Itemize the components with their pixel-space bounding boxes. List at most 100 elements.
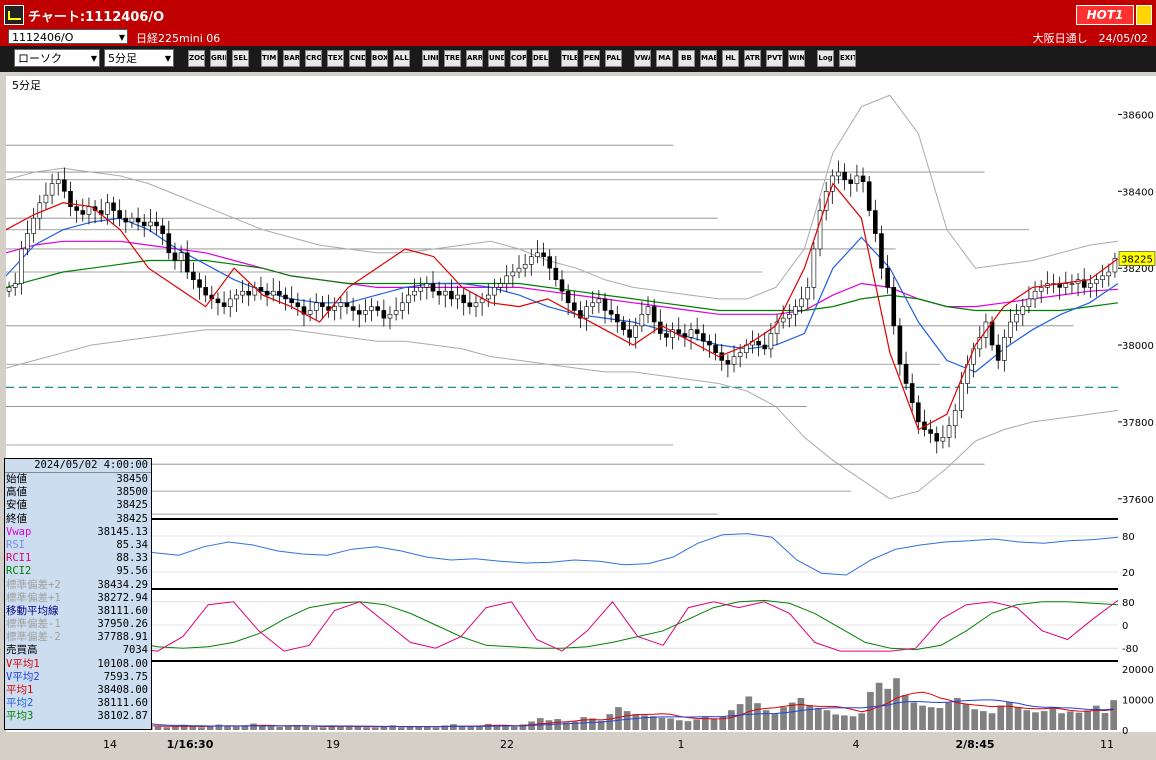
- chart-area[interactable]: 5分足 37600 37800 38000 38200 38400 38600 38225 80…: [0, 72, 1156, 760]
- candle-body: [203, 287, 208, 296]
- tool-button-ma[interactable]: MA: [656, 50, 673, 67]
- tool-button-line[interactable]: LINE: [422, 50, 439, 67]
- tool-button-pvt[interactable]: PVT: [766, 50, 783, 67]
- volume-bar: [1006, 701, 1013, 730]
- symbol-select[interactable]: 1112406/O: [8, 29, 128, 45]
- candle-body: [854, 175, 860, 184]
- candle-body: [117, 210, 122, 219]
- candle-body: [891, 287, 897, 327]
- tool-button-exit[interactable]: EXIT: [839, 50, 856, 67]
- volume-bar: [502, 726, 509, 730]
- candle-body: [946, 425, 952, 438]
- candle-body: [258, 287, 264, 292]
- info-value: 10108.00: [97, 657, 148, 670]
- candle-body: [1063, 283, 1069, 288]
- info-row: 標準偏差-2 37788.91: [5, 631, 151, 644]
- tool-button-copy[interactable]: COPY: [510, 50, 527, 67]
- symbol-bar: 1112406/O 日経225mini 06 大阪日通し 24/05/02: [0, 28, 1156, 46]
- period-select[interactable]: 5分足: [104, 49, 174, 68]
- chart-type-select[interactable]: ローソク: [14, 49, 100, 68]
- info-label: V平均1: [6, 657, 40, 670]
- candle-body: [62, 179, 67, 192]
- tool-button-atr[interactable]: ATR: [744, 50, 761, 67]
- candle-body: [1106, 271, 1112, 277]
- tool-button-box[interactable]: BOX: [371, 50, 388, 67]
- candle-body: [166, 233, 172, 254]
- tool-button-bb[interactable]: BB: [678, 50, 695, 67]
- tool-button-win[interactable]: WIN: [788, 50, 805, 67]
- tool-button-undo[interactable]: UNDO: [488, 50, 505, 67]
- volume-bar: [1058, 713, 1065, 730]
- tool-button-sel[interactable]: SEL: [232, 50, 249, 67]
- tool-button-del[interactable]: DEL: [532, 50, 549, 67]
- tool-button-pal[interactable]: PAL: [605, 50, 622, 67]
- tool-button-text[interactable]: TEXT: [327, 50, 344, 67]
- candle-body: [940, 436, 946, 442]
- volume-bar: [154, 726, 162, 730]
- candle-body: [1094, 279, 1099, 284]
- tool-button-mae[interactable]: MAE: [700, 50, 717, 67]
- volume-bar: [1040, 711, 1048, 730]
- tool-button-arrow[interactable]: ARROW: [466, 50, 483, 67]
- info-value: 38450: [116, 473, 148, 485]
- tool-button-cross[interactable]: CROSS: [305, 50, 322, 67]
- tool-button-bar[interactable]: BAR: [283, 50, 300, 67]
- candle-body: [129, 217, 135, 223]
- volume-bar: [962, 704, 970, 730]
- info-label: 平均2: [6, 697, 34, 710]
- tool-button-time[interactable]: TIME: [261, 50, 278, 67]
- close-button[interactable]: [1136, 5, 1152, 25]
- info-value: 38111.60: [97, 604, 148, 617]
- period-label: 5分足: [12, 79, 41, 92]
- candle-body: [473, 302, 479, 307]
- info-label: 標準偏差-2: [6, 631, 61, 644]
- tool-button-cndl[interactable]: CNDL: [349, 50, 366, 67]
- info-label: 標準偏差+1: [6, 591, 61, 604]
- volume-bar: [832, 714, 839, 730]
- candle-body: [879, 233, 884, 269]
- volume-bar: [927, 707, 935, 730]
- info-row: 売買高 7034: [5, 644, 151, 657]
- candle-body: [866, 181, 872, 211]
- info-value: 7034: [122, 644, 148, 657]
- tool-button-log[interactable]: Log: [817, 50, 834, 67]
- rci1-line: [5, 599, 1119, 652]
- candle-body: [461, 294, 467, 304]
- volume-bar: [467, 726, 475, 730]
- rci2-line: [5, 599, 1119, 651]
- candle-body: [541, 252, 546, 257]
- tool-button-all[interactable]: ALL: [393, 50, 410, 67]
- tool-button-pen[interactable]: PEN: [583, 50, 600, 67]
- volume-bar: [788, 702, 796, 730]
- candle-body: [387, 313, 393, 319]
- info-row: 高値 38500: [5, 486, 151, 499]
- tool-button-hl[interactable]: HL: [722, 50, 739, 67]
- volume-bar: [814, 708, 822, 730]
- candle-body: [80, 210, 86, 215]
- tool-button-grid[interactable]: GRID: [210, 50, 227, 67]
- instrument-name: 日経225mini 06: [136, 32, 221, 45]
- candle-body: [688, 329, 694, 338]
- candle-body: [485, 294, 491, 300]
- info-row: 平均2 38111.60: [5, 697, 151, 710]
- tool-button-trend[interactable]: TREND: [444, 50, 461, 67]
- candle-body: [264, 290, 270, 296]
- volume-bar: [1075, 712, 1083, 730]
- info-value: 38500: [116, 486, 148, 499]
- tool-button-zoom[interactable]: ZOOM: [188, 50, 205, 67]
- volume-bar: [519, 724, 527, 730]
- info-label: 売買高: [6, 644, 38, 657]
- volume-bar: [571, 721, 579, 730]
- volume-bar: [762, 710, 770, 730]
- candle-body: [909, 383, 915, 403]
- bb-lower-line: [5, 329, 1119, 500]
- tool-button-tile[interactable]: TILE: [561, 50, 578, 67]
- volume-bar: [728, 710, 735, 730]
- hot-button[interactable]: HOT1: [1076, 5, 1134, 25]
- candle-body: [356, 310, 362, 315]
- tool-button-vwap[interactable]: VWAP: [634, 50, 651, 67]
- candle-body: [160, 225, 165, 234]
- candle-body: [393, 310, 399, 315]
- candle-body: [916, 402, 921, 423]
- volume-bar: [988, 713, 996, 730]
